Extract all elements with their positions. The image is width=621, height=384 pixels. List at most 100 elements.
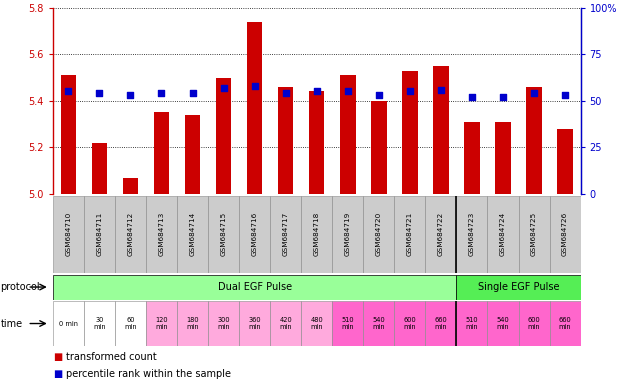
Bar bbox=[425, 196, 456, 273]
Bar bbox=[270, 196, 301, 273]
Bar bbox=[456, 275, 581, 300]
Text: 540
min: 540 min bbox=[497, 317, 509, 330]
Bar bbox=[402, 71, 417, 194]
Point bbox=[529, 90, 539, 96]
Point bbox=[219, 85, 229, 91]
Point bbox=[312, 88, 322, 94]
Point bbox=[63, 88, 73, 94]
Text: GSM684720: GSM684720 bbox=[376, 212, 382, 257]
Text: GSM684715: GSM684715 bbox=[220, 212, 227, 257]
Bar bbox=[53, 275, 456, 300]
Point bbox=[467, 94, 477, 100]
Text: GSM684723: GSM684723 bbox=[469, 212, 475, 257]
Text: GSM684726: GSM684726 bbox=[562, 212, 568, 257]
Text: GSM684716: GSM684716 bbox=[252, 212, 258, 257]
Text: GSM684714: GSM684714 bbox=[189, 212, 196, 257]
Bar bbox=[208, 301, 239, 346]
Text: 660
min: 660 min bbox=[559, 317, 571, 330]
Bar bbox=[177, 301, 208, 346]
Bar bbox=[394, 301, 425, 346]
Point bbox=[374, 92, 384, 98]
Point bbox=[94, 90, 104, 96]
Bar bbox=[185, 115, 200, 194]
Point bbox=[125, 92, 135, 98]
Bar bbox=[84, 301, 115, 346]
Text: GSM684719: GSM684719 bbox=[345, 212, 351, 257]
Text: ■: ■ bbox=[53, 352, 62, 362]
Text: 480
min: 480 min bbox=[310, 317, 323, 330]
Bar bbox=[154, 113, 169, 194]
Text: protocol: protocol bbox=[1, 282, 40, 292]
Text: 300
min: 300 min bbox=[217, 317, 230, 330]
Bar bbox=[115, 196, 146, 273]
Bar bbox=[527, 87, 542, 194]
Bar bbox=[177, 196, 208, 273]
Point bbox=[343, 88, 353, 94]
Bar bbox=[61, 75, 76, 194]
Bar bbox=[496, 122, 510, 194]
Bar bbox=[239, 301, 270, 346]
Bar bbox=[301, 301, 332, 346]
Bar bbox=[84, 196, 115, 273]
Text: GSM684721: GSM684721 bbox=[407, 212, 413, 257]
Text: percentile rank within the sample: percentile rank within the sample bbox=[66, 369, 232, 379]
Bar bbox=[270, 301, 301, 346]
Bar bbox=[146, 301, 177, 346]
Point bbox=[281, 90, 291, 96]
Bar bbox=[208, 196, 239, 273]
Bar bbox=[487, 196, 519, 273]
Bar bbox=[519, 301, 550, 346]
Text: 420
min: 420 min bbox=[279, 317, 292, 330]
Bar bbox=[92, 143, 107, 194]
Bar bbox=[239, 196, 270, 273]
Point bbox=[250, 83, 260, 89]
Bar bbox=[433, 66, 448, 194]
Bar bbox=[301, 196, 332, 273]
Text: Single EGF Pulse: Single EGF Pulse bbox=[478, 282, 560, 292]
Text: Dual EGF Pulse: Dual EGF Pulse bbox=[217, 282, 292, 292]
Text: GSM684722: GSM684722 bbox=[438, 212, 444, 257]
Text: GSM684724: GSM684724 bbox=[500, 212, 506, 257]
Point bbox=[436, 86, 446, 93]
Bar bbox=[519, 196, 550, 273]
Text: 600
min: 600 min bbox=[528, 317, 540, 330]
Point bbox=[156, 90, 166, 96]
Bar bbox=[464, 122, 479, 194]
Bar bbox=[309, 91, 324, 194]
Bar bbox=[487, 301, 519, 346]
Text: transformed count: transformed count bbox=[66, 352, 157, 362]
Point bbox=[498, 94, 508, 100]
Text: GSM684710: GSM684710 bbox=[65, 212, 71, 257]
Text: GSM684711: GSM684711 bbox=[96, 212, 102, 257]
Text: GSM684718: GSM684718 bbox=[314, 212, 320, 257]
Bar bbox=[425, 301, 456, 346]
Bar bbox=[146, 196, 177, 273]
Bar bbox=[123, 178, 138, 194]
Text: 510
min: 510 min bbox=[466, 317, 478, 330]
Bar bbox=[363, 301, 394, 346]
Bar bbox=[363, 196, 394, 273]
Bar bbox=[558, 129, 573, 194]
Text: 600
min: 600 min bbox=[404, 317, 416, 330]
Text: 0 min: 0 min bbox=[59, 321, 78, 326]
Bar bbox=[332, 196, 363, 273]
Text: 510
min: 510 min bbox=[342, 317, 354, 330]
Text: 660
min: 660 min bbox=[435, 317, 447, 330]
Bar bbox=[53, 196, 84, 273]
Text: GSM684717: GSM684717 bbox=[283, 212, 289, 257]
Bar bbox=[394, 196, 425, 273]
Bar bbox=[53, 301, 84, 346]
Bar bbox=[456, 301, 487, 346]
Bar bbox=[216, 78, 232, 194]
Bar bbox=[115, 301, 146, 346]
Text: GSM684713: GSM684713 bbox=[158, 212, 165, 257]
Text: 540
min: 540 min bbox=[373, 317, 385, 330]
Text: 360
min: 360 min bbox=[248, 317, 261, 330]
Text: time: time bbox=[1, 318, 23, 329]
Bar bbox=[371, 101, 386, 194]
Text: ■: ■ bbox=[53, 369, 62, 379]
Text: GSM684712: GSM684712 bbox=[127, 212, 134, 257]
Bar bbox=[550, 301, 581, 346]
Bar bbox=[332, 301, 363, 346]
Text: 180
min: 180 min bbox=[186, 317, 199, 330]
